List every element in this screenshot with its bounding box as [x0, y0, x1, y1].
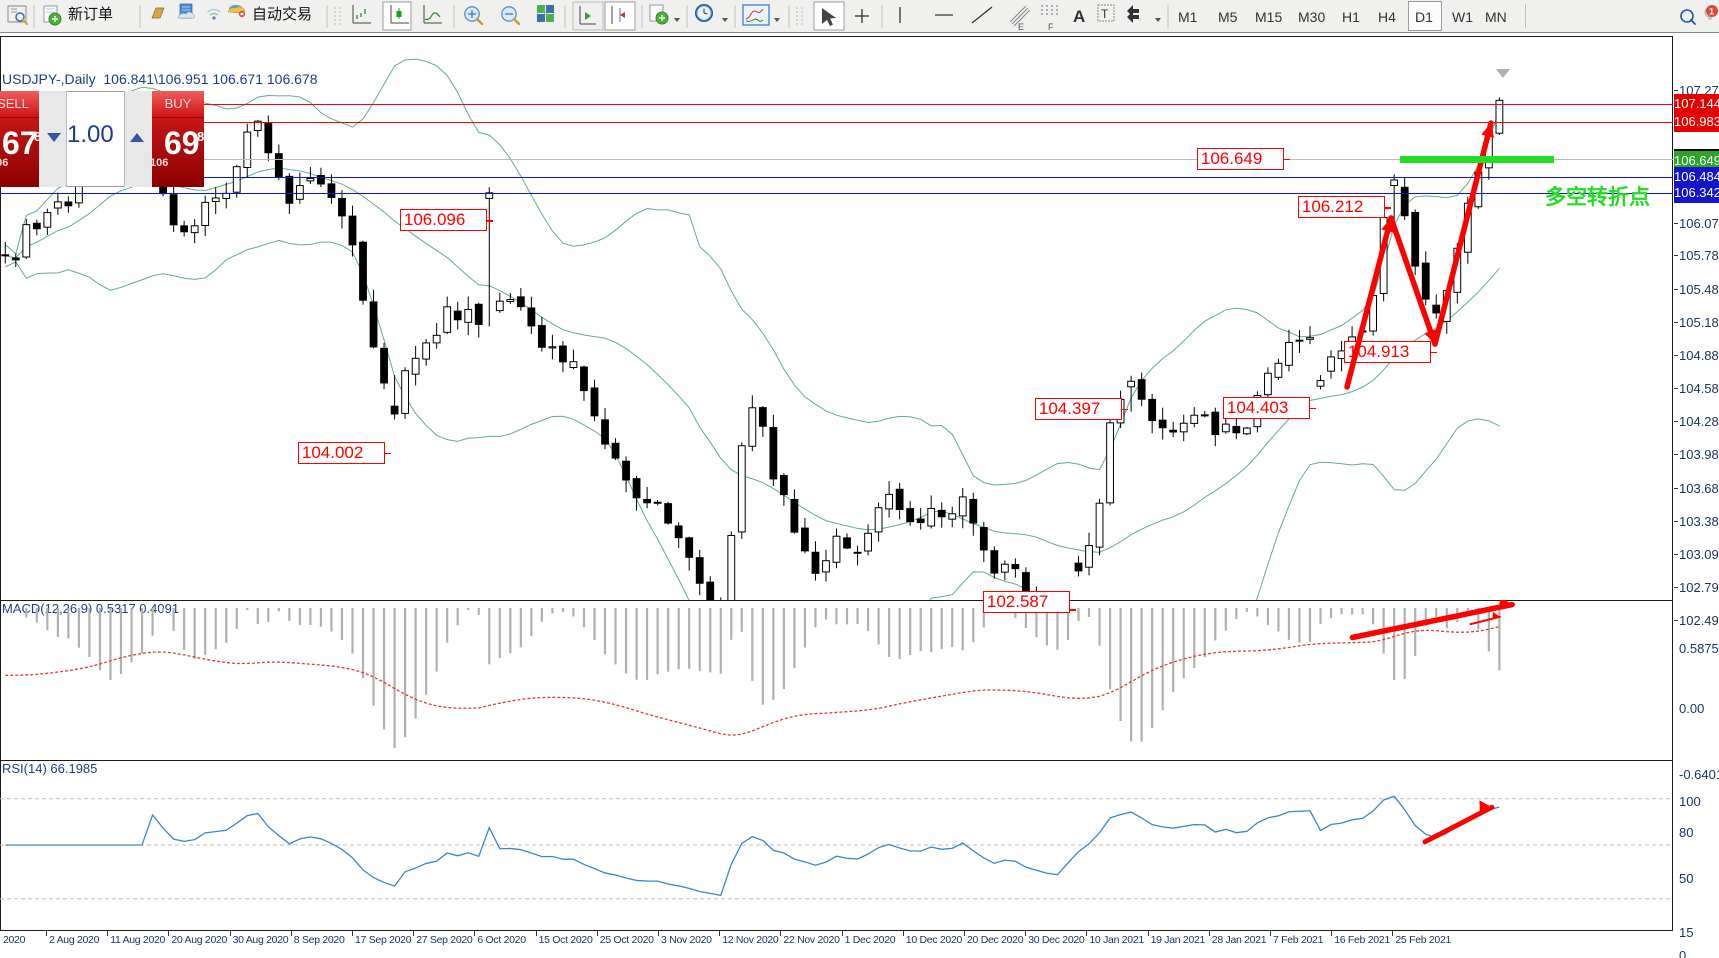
svg-text:1: 1	[1709, 7, 1714, 17]
